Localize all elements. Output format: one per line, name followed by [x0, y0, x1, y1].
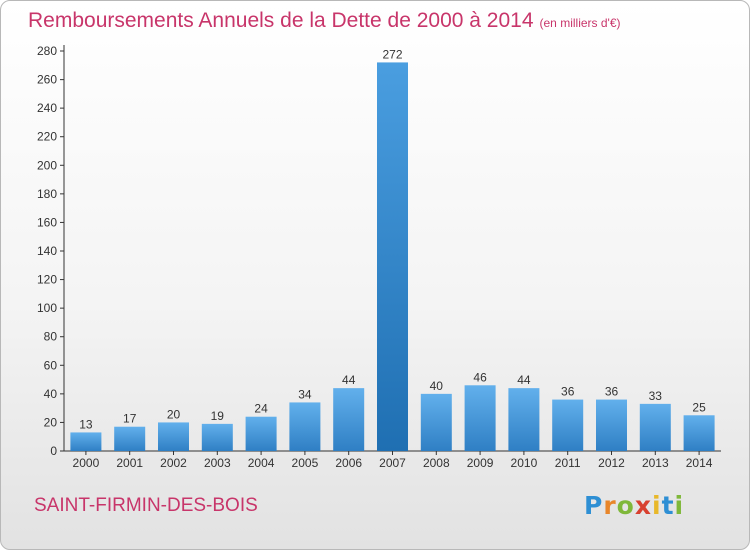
y-tick-label: 120 [37, 273, 57, 287]
bar-2008 [420, 393, 452, 451]
bar-2007 [377, 62, 408, 452]
bar-2013 [639, 403, 671, 451]
bar-value-label: 13 [79, 417, 93, 431]
y-tick-label: 40 [44, 387, 58, 401]
x-tick-label: 2012 [598, 456, 625, 470]
x-tick-label: 2007 [379, 456, 406, 470]
unit-label: (en milliers d'€) [539, 16, 621, 30]
bar-2010 [508, 388, 540, 451]
y-tick-label: 200 [37, 158, 57, 172]
bar-2002 [158, 422, 189, 451]
y-tick-label: 280 [37, 44, 57, 58]
bar-2009 [464, 385, 496, 451]
x-tick-label: 2008 [423, 456, 450, 470]
y-tick-label: 0 [50, 444, 57, 458]
bar-value-label: 36 [605, 385, 619, 399]
y-tick-label: 240 [37, 101, 57, 115]
y-tick-label: 100 [37, 301, 57, 315]
y-tick-label: 80 [44, 330, 58, 344]
bar-2012 [596, 399, 627, 451]
y-tick-label: 60 [44, 358, 58, 372]
x-tick-label: 2010 [511, 456, 538, 470]
bar-value-label: 19 [211, 409, 225, 423]
bar-value-label: 33 [649, 389, 663, 403]
x-tick-label: 2009 [467, 456, 494, 470]
bar-2004 [245, 416, 277, 451]
data-labels: 13 17 20 19 24 34 44 272 40 46 44 36 36 33 25 [79, 47, 706, 431]
x-tick-label: 2014 [686, 456, 713, 470]
bar-value-label: 272 [382, 47, 402, 61]
y-tick-label: 220 [37, 130, 57, 144]
x-tick-label: 2005 [292, 456, 319, 470]
x-tick-label: 2013 [642, 456, 669, 470]
chart-title: Remboursements Annuels de la Dette de 20… [28, 9, 621, 33]
x-tick-label: 2001 [116, 456, 143, 470]
bar-2014 [683, 415, 715, 451]
commune-name: SAINT-FIRMIN-DES-BOIS [34, 495, 258, 516]
bar-value-label: 24 [254, 402, 268, 416]
bar-value-label: 34 [298, 387, 312, 401]
bar-value-label: 17 [123, 412, 137, 426]
bars [70, 62, 715, 452]
y-tick-label: 160 [37, 215, 57, 229]
x-tick-label: 2011 [555, 456, 581, 470]
proxiti-logo: Proxiti [584, 491, 685, 520]
bar-2005 [289, 402, 321, 451]
bar-value-label: 46 [473, 370, 487, 384]
y-tick-label: 260 [37, 73, 57, 87]
bar-value-label: 44 [517, 373, 531, 387]
x-tick-label: 2000 [73, 456, 100, 470]
y-tick-label: 140 [37, 244, 57, 258]
bar-2011 [552, 399, 584, 451]
bar-2001 [114, 426, 146, 451]
x-tick-label: 2003 [204, 456, 231, 470]
title-text: Remboursements Annuels de la Dette de 20… [28, 9, 534, 32]
bar-2003 [201, 423, 233, 451]
bar-value-label: 40 [430, 379, 444, 393]
y-tick-label: 180 [37, 187, 57, 201]
bar-value-label: 20 [167, 407, 181, 421]
bar-value-label: 25 [692, 400, 706, 414]
bar-value-label: 36 [561, 385, 575, 399]
x-tick-label: 2004 [248, 456, 275, 470]
bar-value-label: 44 [342, 373, 356, 387]
bar-2006 [333, 388, 365, 451]
y-tick-label: 20 [44, 415, 58, 429]
bar-2000 [70, 432, 102, 451]
x-tick-label: 2002 [160, 456, 187, 470]
x-tick-label: 2006 [335, 456, 362, 470]
